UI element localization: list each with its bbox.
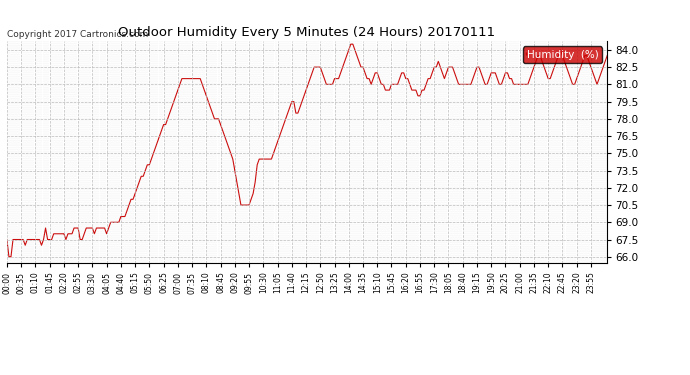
Title: Outdoor Humidity Every 5 Minutes (24 Hours) 20170111: Outdoor Humidity Every 5 Minutes (24 Hou… [119,26,495,39]
Legend: Humidity  (%): Humidity (%) [523,46,602,63]
Text: Copyright 2017 Cartronics.com: Copyright 2017 Cartronics.com [7,30,148,39]
